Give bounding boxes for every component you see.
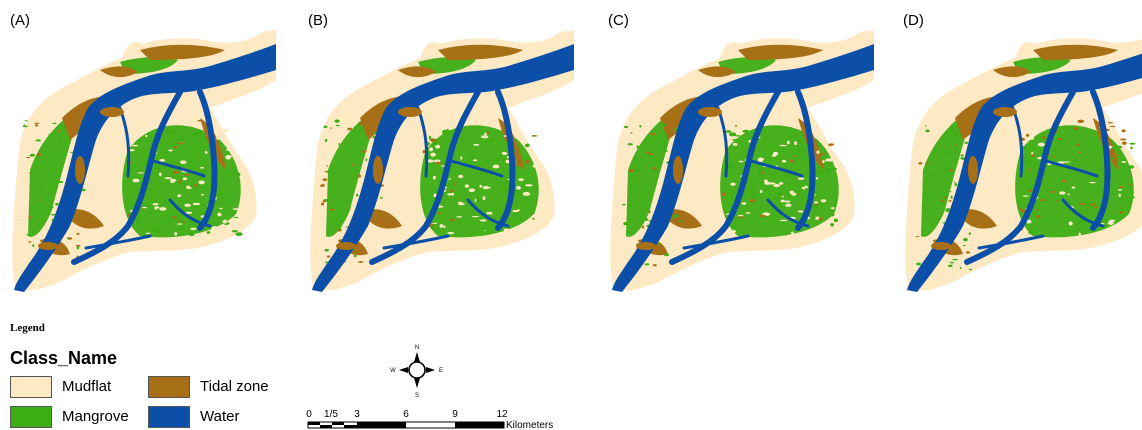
water-channel (1061, 198, 1105, 228)
scale-unit: Kilometers (506, 420, 553, 430)
compass-n: N (415, 345, 419, 351)
water-channel (746, 158, 804, 178)
tidal-zone-area (1033, 44, 1118, 60)
scale-tick-2: 3 (354, 409, 360, 420)
mangrove-swatch (10, 406, 52, 428)
water-channel (446, 158, 504, 178)
water-channel (977, 234, 1045, 250)
river-island (398, 107, 422, 117)
river-island (100, 107, 124, 117)
legend-class-title: Class_Name (10, 348, 118, 368)
river-island (636, 242, 656, 250)
tidal-zone-area (993, 66, 1031, 78)
scale-tick-4: 9 (452, 409, 458, 420)
river-island (373, 156, 383, 184)
river-island (336, 242, 356, 250)
river-island (931, 242, 951, 250)
water-channel (197, 89, 218, 231)
water-channel (1041, 158, 1099, 178)
tidal-zone-swatch (148, 376, 190, 398)
mangrove-area (626, 108, 678, 237)
map-panel-b: (B) (298, 0, 578, 300)
delta-map-b (310, 30, 574, 292)
map-panel-c: (C) (598, 0, 878, 300)
mangrove-area (921, 108, 973, 237)
river-island (38, 242, 58, 250)
vegetation-texture (22, 119, 243, 267)
water-swatch (148, 406, 190, 428)
scale-tick-1: 1/5 (324, 409, 338, 420)
scale-tick-0: 0 (306, 409, 312, 420)
water-channel (795, 89, 816, 231)
compass-w: W (390, 368, 396, 374)
delta-map-c (610, 30, 874, 292)
scale-tick-3: 6 (403, 409, 409, 420)
river-island (698, 107, 722, 117)
legend-title: Legend (10, 322, 45, 334)
water-channel (466, 198, 510, 228)
river-island (75, 156, 85, 184)
legend-label-water: Water (200, 408, 240, 425)
north-arrow-icon: N S W E (390, 345, 443, 399)
compass-s: S (415, 393, 419, 399)
panel-label-b: (B) (308, 12, 328, 29)
water-channel (168, 198, 212, 228)
tidal-zone-area (398, 66, 436, 78)
main-river (612, 44, 874, 292)
water-channel (766, 198, 810, 228)
water-channel (495, 89, 516, 231)
mangrove-area (326, 108, 378, 237)
delta-map-a (12, 30, 276, 292)
legend-label-mudflat: Mudflat (62, 378, 112, 395)
tidal-zone-area (100, 66, 138, 78)
legend-label-tidal-zone: Tidal zone (200, 378, 269, 395)
delta-map-d (905, 38, 1142, 292)
water-channel (84, 234, 152, 250)
map-panel-d: (D) (893, 0, 1142, 300)
mangrove-area (28, 108, 80, 237)
tidal-zone-area (698, 66, 736, 78)
panel-label-c: (C) (608, 12, 629, 29)
panel-label-a: (A) (10, 12, 30, 29)
water-channel (382, 234, 450, 250)
tidal-zone-area (140, 44, 225, 60)
map-panel-a: (A) (0, 0, 280, 300)
water-channel (148, 158, 206, 178)
river-island (968, 156, 978, 184)
compass-e: E (439, 368, 443, 374)
tidal-zone-area (738, 44, 823, 60)
water-channel (1090, 89, 1111, 231)
main-river (312, 44, 574, 292)
main-river (14, 44, 276, 292)
scale-bar-segments (307, 421, 505, 429)
scale-bar: 0 1/5 3 6 9 12 Kilometers (306, 409, 553, 430)
mudflat-swatch (10, 376, 52, 398)
water-channel (682, 234, 750, 250)
tidal-zone-area (438, 44, 523, 60)
main-river (907, 53, 1142, 292)
legend-label-mangrove: Mangrove (62, 408, 129, 425)
panel-label-d: (D) (903, 12, 924, 29)
river-island (993, 107, 1017, 117)
river-island (673, 156, 683, 184)
scale-tick-5: 12 (496, 409, 508, 420)
